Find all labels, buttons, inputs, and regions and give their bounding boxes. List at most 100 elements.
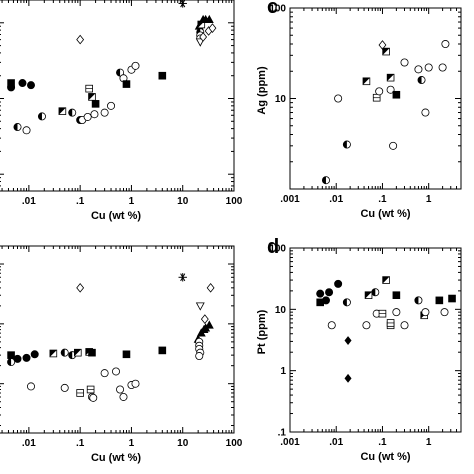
- data-point: [91, 100, 100, 108]
- data-point: [362, 321, 371, 330]
- chart-panel-a: .01 .1 1 10 100 Cu (wt %): [0, 0, 243, 222]
- data-point: [85, 84, 93, 93]
- data-point: [400, 321, 409, 330]
- data-point: [414, 65, 423, 74]
- data-point: [435, 296, 444, 305]
- data-point: [364, 291, 373, 299]
- data-point: [122, 80, 131, 88]
- x-tick-label: .1: [76, 196, 85, 207]
- data-point: [382, 47, 390, 56]
- data-point: [204, 14, 214, 24]
- data-point: [74, 348, 82, 357]
- chart-panel-c: .001 .01 .1 1 10 100 Cu (wt %) Ag (ppm) c: [256, 0, 462, 220]
- data-point: [344, 373, 352, 383]
- data-point: [119, 392, 128, 401]
- data-point: [112, 367, 121, 376]
- data-point: [100, 108, 109, 117]
- data-point: [362, 77, 371, 86]
- data-point: [417, 76, 426, 85]
- data-point: [22, 126, 31, 135]
- x-tick-label: 1: [129, 196, 135, 207]
- data-point: [26, 382, 35, 391]
- data-point: [90, 110, 99, 119]
- x-tick-label: 100: [226, 196, 243, 207]
- data-point: [392, 291, 401, 299]
- data-point: [178, 273, 187, 282]
- data-point: [60, 383, 69, 392]
- data-point: [100, 369, 109, 378]
- data-point: [327, 321, 336, 330]
- x-tick-label: .01: [329, 437, 343, 448]
- data-point: [107, 101, 116, 110]
- data-point: [448, 294, 456, 303]
- chart-panel-b: .01 .1 1 10 100 Cu (wt %): [0, 245, 243, 464]
- data-point: [440, 308, 449, 317]
- y-tick-label: 100: [269, 244, 286, 255]
- data-point: [30, 350, 39, 359]
- data-point: [204, 320, 214, 329]
- data-point: [76, 282, 85, 293]
- x-tick-label: 10: [177, 196, 189, 207]
- data-point: [37, 112, 46, 121]
- x-tick-label: .1: [378, 194, 387, 205]
- data-point: [122, 350, 131, 359]
- data-point: [421, 308, 430, 317]
- data-point: [7, 79, 15, 87]
- data-point: [321, 296, 330, 305]
- x-tick-label: .01: [329, 194, 343, 205]
- x-axis-label: Cu (wt %): [91, 452, 141, 464]
- data-point: [76, 34, 85, 45]
- data-point: [89, 393, 98, 402]
- y-axis-label: Pt (ppm): [256, 309, 268, 354]
- x-tick-label: 1: [129, 438, 135, 449]
- plot-frame: [289, 247, 462, 433]
- data-point: [208, 23, 217, 33]
- data-point: [199, 32, 208, 42]
- data-point: [195, 352, 204, 361]
- x-axis-label: Cu (wt %): [360, 451, 410, 463]
- panel-letter: d: [267, 236, 279, 258]
- data-point: [378, 309, 387, 318]
- data-point: [88, 93, 96, 101]
- data-point: [116, 385, 125, 394]
- data-point: [178, 0, 187, 8]
- data-point: [386, 319, 395, 327]
- data-point: [158, 71, 167, 80]
- x-tick-label: .1: [378, 437, 387, 448]
- data-point: [200, 314, 209, 324]
- data-point: [131, 61, 140, 70]
- data-point: [49, 349, 58, 358]
- data-point: [131, 379, 140, 388]
- x-tick-label: .01: [22, 196, 36, 207]
- data-point: [372, 93, 381, 102]
- data-point: [88, 348, 96, 357]
- data-point: [7, 351, 15, 359]
- data-point: [316, 289, 325, 298]
- x-tick-label: .001: [280, 437, 300, 448]
- data-point: [382, 276, 390, 284]
- y-axis-label: Ag (ppm): [256, 66, 268, 115]
- x-tick-label: 100: [226, 438, 243, 449]
- data-point: [371, 288, 380, 297]
- data-point: [386, 73, 395, 82]
- data-point: [22, 353, 31, 362]
- x-axis-label: Cu (wt %): [91, 210, 141, 222]
- x-tick-label: .01: [22, 438, 36, 449]
- data-point: [195, 302, 205, 311]
- x-axis-label: Cu (wt %): [360, 208, 410, 220]
- data-point: [334, 279, 343, 288]
- data-point: [13, 123, 22, 132]
- data-point: [26, 81, 35, 90]
- y-tick-label: .1: [278, 428, 287, 439]
- data-point: [18, 79, 27, 88]
- data-point: [424, 63, 433, 72]
- panel-letter: c: [267, 0, 278, 18]
- data-point: [421, 108, 430, 117]
- data-point: [344, 336, 352, 345]
- y-tick-label: 10: [275, 305, 287, 316]
- data-point: [116, 68, 125, 77]
- data-point: [83, 112, 92, 121]
- data-point: [68, 108, 77, 117]
- data-point: [375, 87, 384, 96]
